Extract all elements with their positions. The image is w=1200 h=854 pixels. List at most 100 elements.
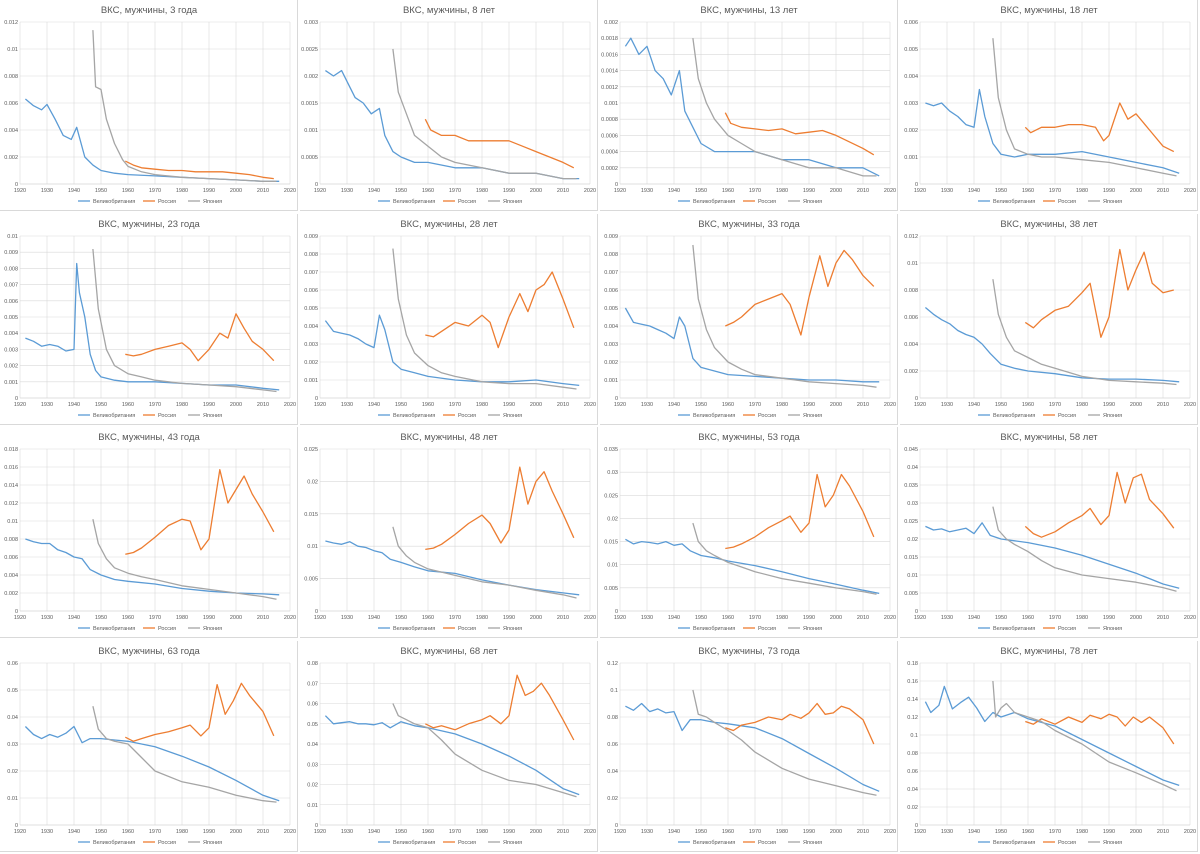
- chart-panel: ВКС, мужчины, 43 года 0 0.002 0.004 0.006 0.0…: [0, 427, 298, 638]
- x-tick-label: 1970: [1049, 402, 1061, 408]
- series-line-japan: [692, 244, 877, 388]
- x-tick-label: 1940: [368, 615, 380, 621]
- x-tick-label: 2020: [584, 829, 596, 835]
- y-tick-label: 0: [615, 182, 618, 188]
- y-tick-label: 0: [915, 823, 918, 829]
- x-tick-label: 1940: [968, 829, 980, 835]
- y-tick-label: 0.007: [304, 270, 318, 276]
- x-tick-label: 1960: [122, 188, 134, 194]
- x-tick-label: 1970: [749, 829, 761, 835]
- chart-panel: ВКС, мужчины, 68 лет 0 0.01 0.02 0.03 0.04 0.0…: [300, 641, 598, 852]
- x-tick-label: 2010: [857, 188, 869, 194]
- y-tick-label: 0.03: [907, 501, 918, 507]
- x-tick-label: 1980: [176, 402, 188, 408]
- y-tick-label: 0: [315, 396, 318, 402]
- chart-title: ВКС, мужчины, 28 лет: [400, 219, 498, 230]
- y-tick-label: 0.001: [304, 378, 318, 384]
- legend-label: Япония: [503, 413, 522, 419]
- x-tick-label: 1990: [803, 829, 815, 835]
- y-tick-label: 0: [315, 823, 318, 829]
- x-tick-label: 1980: [1076, 188, 1088, 194]
- legend-label: Япония: [203, 626, 222, 632]
- series-line-uk: [924, 685, 1180, 787]
- x-tick-label: 2000: [830, 829, 842, 835]
- y-tick-label: 0: [915, 182, 918, 188]
- x-tick-label: 2000: [530, 188, 542, 194]
- y-tick-label: 0: [615, 823, 618, 829]
- x-tick-label: 2020: [1184, 829, 1196, 835]
- chart-panel: ВКС, мужчины, 48 лет 0 0.005 0.01 0.015 0.02 0…: [300, 427, 598, 638]
- legend-label: Великобритания: [693, 413, 735, 419]
- x-tick-label: 1980: [476, 188, 488, 194]
- x-tick-label: 2010: [857, 829, 869, 835]
- x-tick-label: 1960: [422, 829, 434, 835]
- y-tick-label: 0.0015: [301, 101, 318, 107]
- x-tick-label: 2010: [257, 615, 269, 621]
- x-tick-label: 1970: [149, 615, 161, 621]
- x-tick-label: 2000: [530, 615, 542, 621]
- x-tick-label: 1950: [95, 615, 107, 621]
- series-line-uk: [324, 314, 580, 387]
- y-tick-label: 0.1: [910, 733, 918, 739]
- line-chart: ВКС, мужчины, 38 лет 0 0.002 0.004 0.006 0.00…: [904, 219, 1196, 419]
- x-tick-label: 1940: [68, 829, 80, 835]
- x-tick-label: 1950: [695, 615, 707, 621]
- line-chart: ВКС, мужчины, 63 года 0 0.01 0.02 0.03 0.04 0.…: [7, 646, 296, 846]
- line-chart: ВКС, мужчины, 53 года 0 0.005 0.01 0.015 0.02…: [604, 432, 896, 632]
- legend-label: Россия: [458, 626, 476, 632]
- y-tick-label: 0: [15, 396, 18, 402]
- y-tick-label: 0.005: [904, 591, 918, 597]
- x-tick-label: 1950: [395, 829, 407, 835]
- line-chart: ВКС, мужчины, 3 года 0 0.002 0.004 0.006 0.00…: [4, 5, 296, 205]
- x-tick-label: 1930: [41, 402, 53, 408]
- y-tick-label: 0.025: [304, 447, 318, 453]
- legend-label: Россия: [158, 199, 176, 205]
- y-tick-label: 0.01: [7, 519, 18, 525]
- x-tick-label: 2010: [857, 402, 869, 408]
- y-tick-label: 0.0005: [301, 155, 318, 161]
- y-tick-label: 0.06: [7, 661, 18, 667]
- x-tick-label: 1940: [668, 402, 680, 408]
- chart-title: ВКС, мужчины, 23 года: [98, 219, 200, 230]
- y-tick-label: 0.04: [907, 787, 918, 793]
- series-line-russia: [1024, 102, 1175, 153]
- chart-title: ВКС, мужчины, 13 лет: [700, 5, 798, 16]
- y-tick-label: 0: [615, 396, 618, 402]
- chart-panel: ВКС, мужчины, 78 лет 0 0.02 0.04 0.06 0.08 0.1…: [900, 641, 1198, 852]
- chart-title: ВКС, мужчины, 78 лет: [1000, 646, 1098, 657]
- legend-label: Япония: [803, 413, 822, 419]
- series-line-russia: [425, 674, 575, 741]
- x-tick-label: 1930: [41, 615, 53, 621]
- line-chart: ВКС, мужчины, 23 года 0 0.001 0.002 0.003 0.0…: [4, 219, 296, 419]
- x-tick-label: 2020: [1184, 615, 1196, 621]
- line-chart: ВКС, мужчины, 73 года 0 0.02 0.04 0.06 0.08 0.…: [607, 646, 896, 846]
- x-tick-label: 1930: [641, 829, 653, 835]
- legend-label: Россия: [158, 626, 176, 632]
- y-tick-label: 0.035: [904, 483, 918, 489]
- y-tick-label: 0.02: [307, 783, 318, 789]
- x-tick-label: 1940: [668, 829, 680, 835]
- series-line-uk: [325, 69, 580, 180]
- x-tick-label: 2010: [1157, 188, 1169, 194]
- y-tick-label: 0.004: [304, 324, 318, 330]
- legend-label: Великобритания: [93, 199, 135, 205]
- y-tick-label: 0.003: [304, 342, 318, 348]
- x-tick-label: 1980: [1076, 829, 1088, 835]
- x-tick-label: 2010: [557, 188, 569, 194]
- x-tick-label: 1980: [176, 615, 188, 621]
- x-tick-label: 1930: [341, 402, 353, 408]
- x-tick-label: 2000: [1130, 829, 1142, 835]
- y-tick-label: 0.008: [4, 74, 18, 80]
- x-tick-label: 2010: [257, 188, 269, 194]
- legend-label: Япония: [503, 840, 522, 846]
- x-tick-label: 1940: [968, 188, 980, 194]
- y-tick-label: 0.002: [904, 128, 918, 134]
- y-tick-label: 0: [915, 609, 918, 615]
- legend-label: Россия: [758, 626, 776, 632]
- legend-label: Великобритания: [393, 199, 435, 205]
- y-tick-label: 0.025: [904, 519, 918, 525]
- y-tick-label: 0.045: [904, 447, 918, 453]
- x-tick-label: 1950: [995, 829, 1007, 835]
- y-tick-label: 0.006: [904, 20, 918, 26]
- x-tick-label: 1990: [203, 188, 215, 194]
